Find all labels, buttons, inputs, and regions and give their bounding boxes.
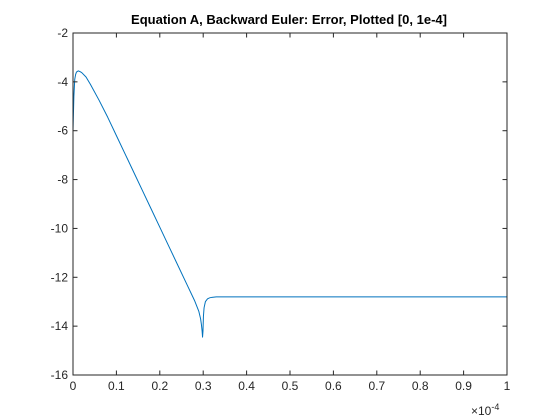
x-tick-label: 0.2 xyxy=(151,379,168,393)
x-tick-label: 0.6 xyxy=(325,379,342,393)
x-axis-exponent-label: ×10-4 xyxy=(471,402,499,418)
chart-title: Equation A, Backward Euler: Error, Plott… xyxy=(131,12,447,27)
axes: 0 0.1 0.2 0.3 0.4 0.5 0.6 0.7 0.8 0.9 1 -16 -14 -12 -1… xyxy=(51,26,511,393)
y-tick-label: -14 xyxy=(51,319,69,333)
x-tick-label: 0 xyxy=(70,379,77,393)
x-exponent-base: ×10 xyxy=(471,404,492,418)
y-tick-label: -16 xyxy=(51,368,69,382)
plot-area xyxy=(73,33,507,375)
tick-labels: 0 0.1 0.2 0.3 0.4 0.5 0.6 0.7 0.8 0.9 1 -16 -14 -12 -1… xyxy=(51,26,511,393)
x-tick-label: 1 xyxy=(504,379,511,393)
x-tick-label: 0.3 xyxy=(195,379,212,393)
x-exponent-power: -4 xyxy=(491,402,499,412)
x-tick-label: 0.5 xyxy=(282,379,299,393)
axes-border xyxy=(72,32,508,376)
y-tick-label: -12 xyxy=(51,270,69,284)
x-tick-label: 0.1 xyxy=(108,379,125,393)
x-tick-label: 0.8 xyxy=(412,379,429,393)
y-tick-label: -8 xyxy=(57,173,68,187)
y-tick-label: -4 xyxy=(57,75,68,89)
axes-box xyxy=(72,32,508,376)
x-tick-label: 0.7 xyxy=(368,379,385,393)
data-layer xyxy=(72,70,507,338)
y-tick-label: -6 xyxy=(57,124,68,138)
series-line-0 xyxy=(72,70,507,338)
y-tick-label: -2 xyxy=(57,26,68,40)
y-tick-label: -10 xyxy=(51,221,69,235)
x-tick-label: 0.4 xyxy=(238,379,255,393)
x-tick-label: 0.9 xyxy=(455,379,472,393)
